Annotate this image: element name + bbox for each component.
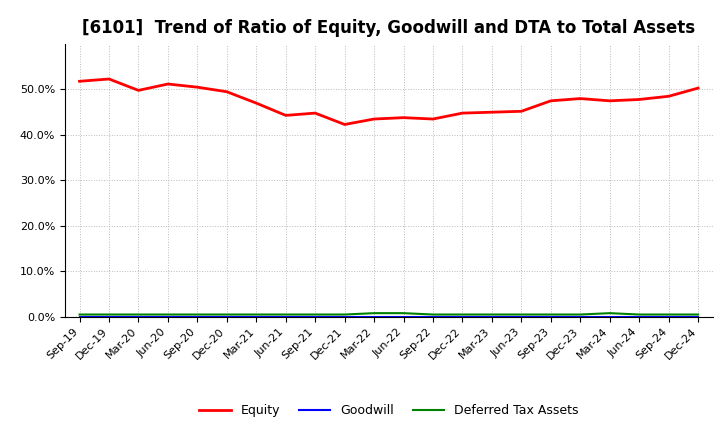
Goodwill: [341, 314, 349, 319]
Deferred Tax Assets: [546, 312, 555, 317]
Equity: [635, 97, 644, 102]
Deferred Tax Assets: [134, 312, 143, 317]
Equity: [252, 100, 261, 106]
Deferred Tax Assets: [428, 312, 437, 317]
Deferred Tax Assets: [606, 311, 614, 316]
Equity: [75, 79, 84, 84]
Deferred Tax Assets: [222, 312, 231, 317]
Equity: [458, 110, 467, 116]
Equity: [694, 85, 703, 91]
Goodwill: [458, 314, 467, 319]
Equity: [576, 96, 585, 101]
Deferred Tax Assets: [163, 312, 172, 317]
Equity: [163, 81, 172, 87]
Equity: [311, 110, 320, 116]
Goodwill: [428, 314, 437, 319]
Title: [6101]  Trend of Ratio of Equity, Goodwill and DTA to Total Assets: [6101] Trend of Ratio of Equity, Goodwil…: [82, 19, 696, 37]
Deferred Tax Assets: [75, 312, 84, 317]
Goodwill: [282, 314, 290, 319]
Line: Deferred Tax Assets: Deferred Tax Assets: [79, 313, 698, 315]
Equity: [193, 84, 202, 90]
Equity: [665, 94, 673, 99]
Equity: [370, 116, 379, 121]
Deferred Tax Assets: [104, 312, 113, 317]
Equity: [487, 110, 496, 115]
Deferred Tax Assets: [576, 312, 585, 317]
Deferred Tax Assets: [487, 312, 496, 317]
Line: Equity: Equity: [79, 79, 698, 125]
Goodwill: [252, 314, 261, 319]
Equity: [546, 98, 555, 103]
Equity: [282, 113, 290, 118]
Deferred Tax Assets: [694, 312, 703, 317]
Legend: Equity, Goodwill, Deferred Tax Assets: Equity, Goodwill, Deferred Tax Assets: [194, 400, 583, 422]
Deferred Tax Assets: [311, 312, 320, 317]
Goodwill: [517, 314, 526, 319]
Deferred Tax Assets: [370, 311, 379, 316]
Equity: [428, 116, 437, 121]
Goodwill: [694, 314, 703, 319]
Goodwill: [399, 314, 408, 319]
Goodwill: [311, 314, 320, 319]
Deferred Tax Assets: [252, 312, 261, 317]
Deferred Tax Assets: [517, 312, 526, 317]
Goodwill: [487, 314, 496, 319]
Deferred Tax Assets: [282, 312, 290, 317]
Deferred Tax Assets: [665, 312, 673, 317]
Goodwill: [606, 314, 614, 319]
Goodwill: [222, 314, 231, 319]
Goodwill: [546, 314, 555, 319]
Equity: [341, 122, 349, 127]
Equity: [134, 88, 143, 93]
Goodwill: [370, 314, 379, 319]
Equity: [517, 109, 526, 114]
Deferred Tax Assets: [341, 312, 349, 317]
Goodwill: [576, 314, 585, 319]
Goodwill: [163, 314, 172, 319]
Equity: [399, 115, 408, 120]
Equity: [222, 89, 231, 94]
Deferred Tax Assets: [635, 312, 644, 317]
Equity: [104, 77, 113, 82]
Goodwill: [75, 314, 84, 319]
Goodwill: [104, 314, 113, 319]
Deferred Tax Assets: [458, 312, 467, 317]
Goodwill: [665, 314, 673, 319]
Deferred Tax Assets: [193, 312, 202, 317]
Deferred Tax Assets: [399, 311, 408, 316]
Goodwill: [635, 314, 644, 319]
Goodwill: [134, 314, 143, 319]
Goodwill: [193, 314, 202, 319]
Equity: [606, 98, 614, 103]
